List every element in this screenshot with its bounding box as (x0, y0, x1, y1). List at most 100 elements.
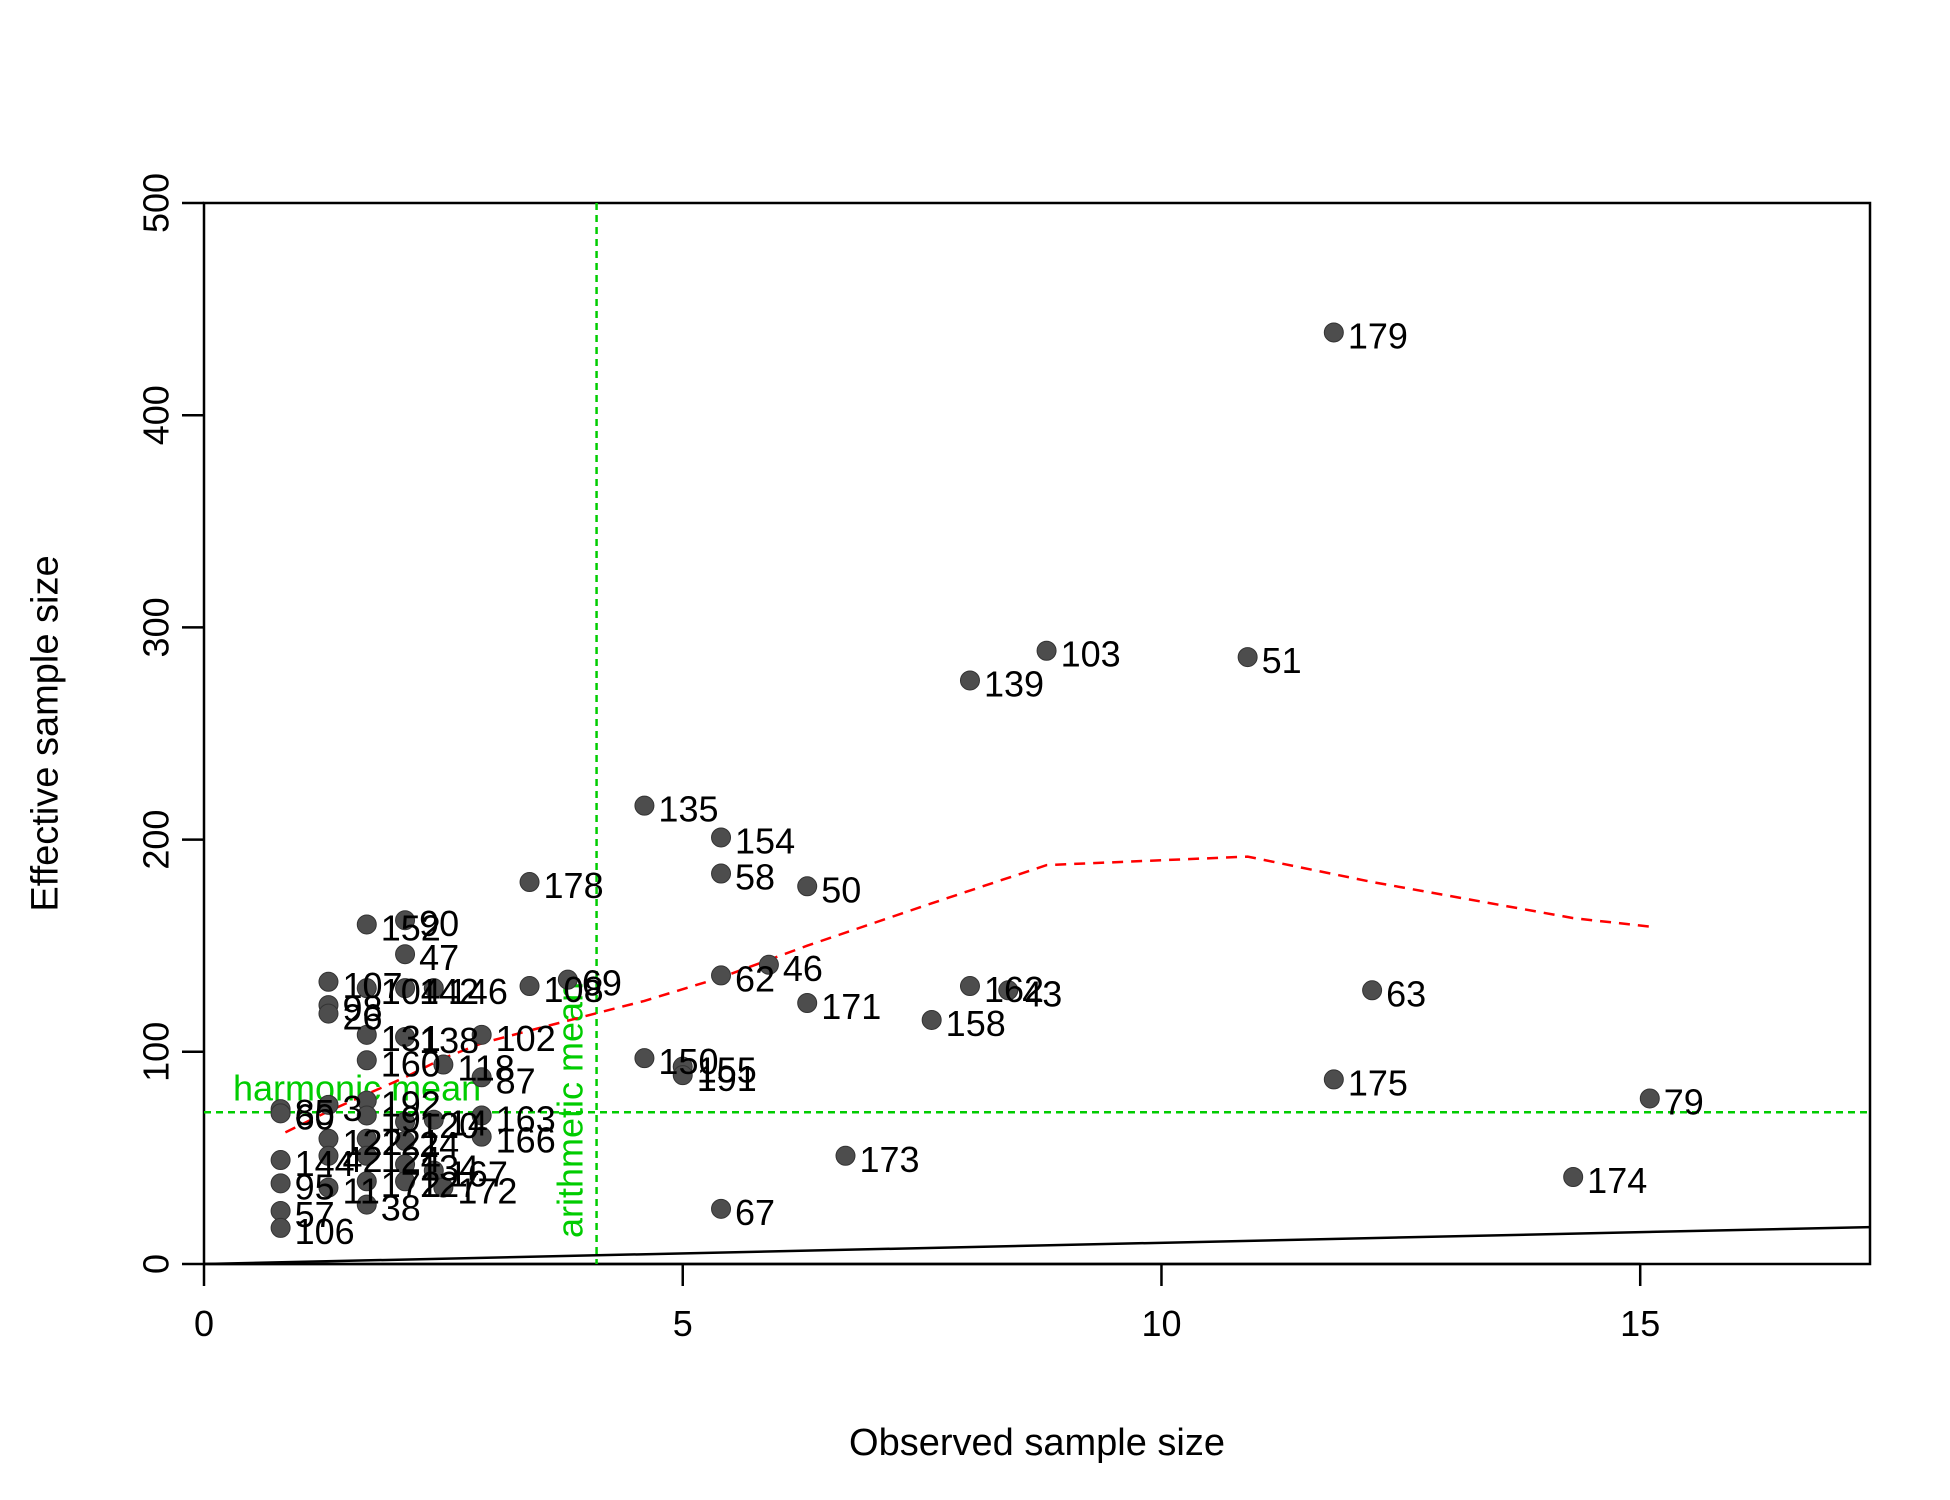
data-point-label: 3 (342, 1088, 362, 1129)
data-point (471, 1126, 492, 1147)
data-point (519, 872, 540, 893)
data-point-label: 166 (496, 1120, 556, 1161)
data-point (758, 954, 779, 975)
data-point (270, 1103, 291, 1124)
data-point (959, 976, 980, 997)
data-point-label: 24 (419, 1124, 459, 1165)
data-point-label: 120 (419, 1105, 479, 1146)
data-point (711, 965, 732, 986)
data-point (711, 827, 732, 848)
data-point-label: 158 (946, 1003, 1006, 1044)
data-point-label: 121 (381, 1122, 441, 1163)
data-point-label: 167 (448, 1154, 508, 1195)
data-point-label: 124 (381, 1139, 441, 1180)
data-point-label: 90 (419, 903, 459, 944)
data-point (672, 1065, 693, 1086)
data-point (471, 1105, 492, 1126)
data-point (1323, 322, 1344, 343)
data-point (1362, 980, 1383, 1001)
data-point-label: 138 (419, 1020, 479, 1061)
data-point-label: 178 (544, 865, 604, 906)
data-points (270, 322, 1660, 1238)
data-point-label: 95 (295, 1166, 335, 1207)
data-point (395, 1171, 416, 1192)
data-point (433, 1177, 454, 1198)
data-point (270, 1173, 291, 1194)
data-point-label: 122 (342, 1122, 402, 1163)
data-point-label: 69 (582, 963, 622, 1004)
data-point-label: 163 (496, 1098, 556, 1139)
data-point-label: 98 (342, 988, 382, 1029)
data-point (519, 976, 540, 997)
y-tick-label: 200 (136, 810, 177, 870)
x-tick-label: 0 (194, 1303, 214, 1344)
data-point-label: 62 (735, 958, 775, 999)
data-point-label: 118 (457, 1048, 514, 1089)
data-point (395, 1026, 416, 1047)
data-point-label: 51 (1262, 640, 1302, 681)
data-point (471, 1067, 492, 1088)
data-point-label: 60 (295, 1096, 335, 1137)
data-point-label: 104 (381, 971, 441, 1012)
data-point-label: 102 (496, 1018, 556, 1059)
data-point (433, 1054, 454, 1075)
x-tick-label: 10 (1141, 1303, 1181, 1344)
data-point (318, 1177, 339, 1198)
y-tick-label: 100 (136, 1022, 177, 1082)
data-point (711, 1198, 732, 1219)
data-point (356, 978, 377, 999)
data-point (1639, 1088, 1660, 1109)
data-point (1237, 647, 1258, 668)
data-point (395, 910, 416, 931)
data-point (356, 914, 377, 935)
data-point (797, 876, 818, 897)
data-point-label: 42 (342, 1139, 382, 1180)
data-point (1323, 1069, 1344, 1090)
x-tick-label: 15 (1620, 1303, 1660, 1344)
data-point-label: 103 (1061, 634, 1121, 675)
data-point-label: 127 (419, 1164, 479, 1205)
data-point-label: 146 (448, 971, 508, 1012)
data-point-label: 142 (419, 971, 479, 1012)
data-point (270, 1200, 291, 1221)
data-point (959, 670, 980, 691)
data-point-label: 160 (381, 1043, 441, 1084)
data-point-label: 174 (1587, 1160, 1647, 1201)
data-point (356, 1194, 377, 1215)
data-point (356, 1145, 377, 1166)
y-tick-label: 0 (136, 1254, 177, 1274)
data-point-label: 154 (735, 820, 795, 861)
data-point (835, 1145, 856, 1166)
data-point-label: 144 (295, 1143, 355, 1184)
data-point-label: 50 (821, 869, 861, 910)
y-tick-label: 500 (136, 173, 177, 233)
y-tick-label: 300 (136, 597, 177, 657)
data-point (356, 1105, 377, 1126)
data-point (356, 1024, 377, 1045)
data-point-label: 43 (1022, 973, 1062, 1014)
data-point (998, 980, 1019, 1001)
data-point-label: 106 (295, 1211, 355, 1252)
data-point (797, 992, 818, 1013)
data-point-label: 192 (381, 1084, 441, 1125)
data-point-label: 152 (381, 907, 441, 948)
data-point-label: 131 (381, 1018, 441, 1059)
data-point (921, 1009, 942, 1030)
data-point (318, 971, 339, 992)
trend-line (284, 855, 1650, 1134)
data-point-label: 171 (821, 986, 881, 1027)
data-point (356, 1050, 377, 1071)
data-point (318, 1094, 339, 1115)
data-point-label: 155 (697, 1050, 757, 1091)
data-point-label: 79 (1664, 1081, 1704, 1122)
data-point-label: 11 (342, 1171, 379, 1212)
data-point (634, 1048, 655, 1069)
data-point (634, 795, 655, 816)
data-point-label: 63 (1386, 973, 1426, 1014)
data-point-label: 191 (697, 1058, 757, 1099)
data-point-label: 38 (381, 1188, 421, 1229)
data-point-label: 134 (419, 1147, 479, 1188)
data-point (270, 1150, 291, 1171)
